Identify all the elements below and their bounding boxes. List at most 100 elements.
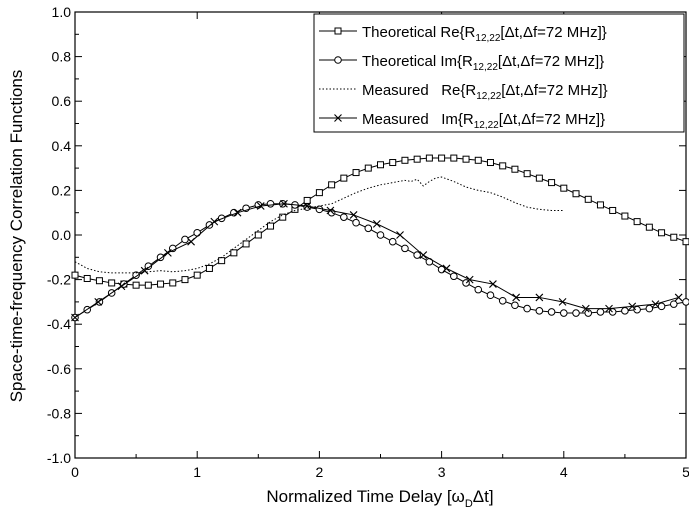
point-x <box>512 293 521 302</box>
legend-entry-measured-re: Measured Re{R12,22[Δt,Δf=72 MHz]} <box>319 82 608 102</box>
point-square <box>157 280 165 288</box>
point-circle <box>364 224 373 233</box>
point-square <box>462 155 470 163</box>
point-x <box>303 202 312 210</box>
point-x <box>94 298 103 306</box>
point-square <box>352 169 360 177</box>
point-square <box>315 189 323 197</box>
legend-label-theoretical-re: Theoretical Re{R12,22[Δt,Δf=72 MHz]} <box>362 24 607 44</box>
point-square <box>584 195 592 203</box>
y-tick-label: -0.2 <box>47 272 71 288</box>
point-square <box>267 222 275 230</box>
point-circle <box>450 272 458 281</box>
point-square <box>633 218 641 226</box>
point-x <box>396 231 404 239</box>
point-x <box>71 313 79 322</box>
point-square <box>230 249 238 257</box>
point-square <box>254 231 262 239</box>
point-x <box>280 199 288 208</box>
point-square <box>486 159 494 167</box>
point-square <box>474 156 482 164</box>
point-square <box>548 179 556 187</box>
y-tick-label: -0.8 <box>47 405 71 421</box>
point-square <box>670 233 678 241</box>
point-square <box>413 155 421 163</box>
point-square <box>401 156 409 164</box>
point-square <box>621 212 629 220</box>
point-square <box>242 240 250 248</box>
point-square <box>535 174 543 182</box>
legend-box <box>313 13 685 133</box>
point-circle <box>596 308 605 316</box>
point-circle <box>303 203 311 211</box>
point-circle <box>315 205 324 214</box>
y-tick-label: 1.0 <box>52 4 72 20</box>
point-x <box>163 248 172 257</box>
point-square <box>499 162 507 170</box>
point-square <box>658 229 666 237</box>
point-circle <box>547 308 556 316</box>
point-x <box>465 275 474 284</box>
point-circle <box>156 253 165 262</box>
point-square <box>95 277 103 285</box>
legend-marker-x <box>334 114 342 122</box>
point-x <box>349 211 358 219</box>
point-circle <box>144 262 153 271</box>
point-circle <box>560 309 568 317</box>
point-square <box>218 257 226 265</box>
x-tick-label: 2 <box>316 464 324 480</box>
x-tick-label: 5 <box>682 464 689 480</box>
point-square <box>71 271 79 279</box>
point-x <box>187 237 195 246</box>
point-square <box>560 184 568 192</box>
point-square <box>169 279 177 287</box>
point-square <box>425 154 433 162</box>
point-x <box>581 304 590 313</box>
point-square <box>144 281 152 289</box>
point-x <box>674 293 683 302</box>
point-x <box>442 264 451 273</box>
axis-ticks: 0 1 2 3 4 5 -1.0 -0.8 -0.6 -0.4 -0.2 0.0 0.2 0.4 0.6 0.… <box>47 4 689 480</box>
point-circle <box>413 251 421 259</box>
point-square <box>303 196 311 204</box>
point-x <box>628 302 637 311</box>
point-square <box>328 181 336 189</box>
y-tick-label: 0.8 <box>52 49 72 65</box>
legend-entry-theoretical-re: Theoretical Re{R12,22[Δt,Δf=72 MHz]} <box>319 24 607 44</box>
point-circle <box>401 244 409 253</box>
point-circle <box>669 300 678 308</box>
y-axis-label: Space-time-frequency Correlation Functio… <box>7 70 26 403</box>
point-x <box>372 219 381 228</box>
point-circle <box>352 218 360 227</box>
point-square <box>450 154 458 162</box>
point-square <box>279 213 287 221</box>
point-x <box>326 206 335 215</box>
point-circle <box>474 285 483 294</box>
point-circle <box>181 235 189 244</box>
point-x <box>558 298 567 306</box>
point-square <box>511 165 519 173</box>
y-tick-label: -1.0 <box>47 450 71 466</box>
y-tick-label: 0.4 <box>52 138 72 154</box>
x-tick-label: 1 <box>193 464 201 480</box>
point-square <box>132 281 140 289</box>
point-square <box>364 164 372 172</box>
point-x <box>256 202 265 210</box>
point-circle <box>388 237 397 246</box>
point-circle <box>193 228 201 237</box>
legend-label-measured-re: Measured Re{R12,22[Δt,Δf=72 MHz]} <box>362 82 608 102</box>
point-circle <box>340 213 348 221</box>
point-square <box>572 190 580 198</box>
point-square <box>682 238 689 246</box>
y-tick-label: 0.0 <box>52 227 72 243</box>
point-square <box>193 271 201 279</box>
y-tick-label: 0.6 <box>52 93 72 109</box>
point-x <box>419 251 428 259</box>
legend-marker-square <box>334 27 342 35</box>
series-line-1 <box>74 157 687 286</box>
legend-label-measured-im: Measured Im{R12,22[Δt,Δf=72 MHz]} <box>362 111 605 131</box>
point-circle <box>682 298 689 306</box>
point-circle <box>376 231 385 239</box>
point-circle <box>657 302 666 311</box>
